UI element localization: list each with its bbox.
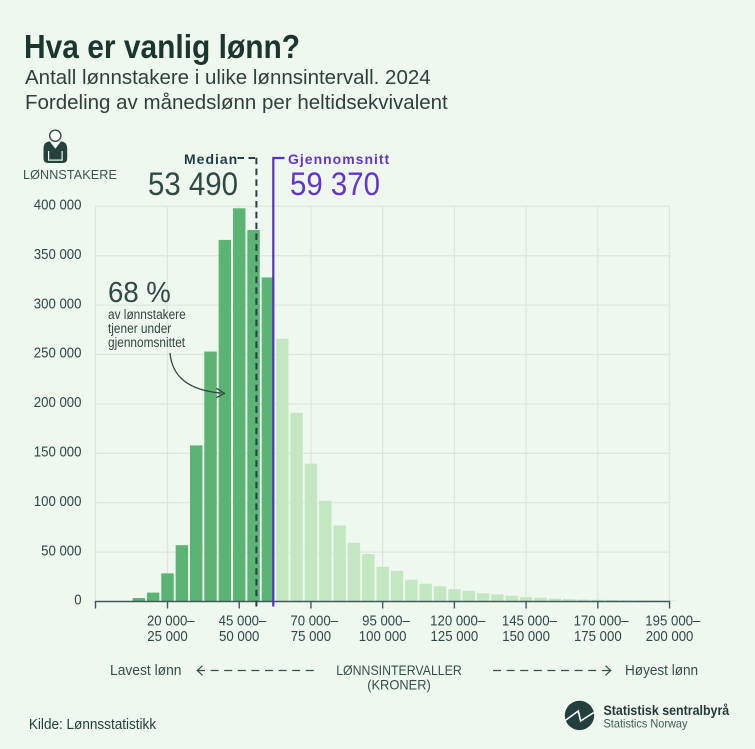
bar-190000195000 <box>649 600 662 602</box>
logo-subname: Statistics Norway <box>604 717 688 731</box>
bar-155000160000 <box>548 598 561 602</box>
histogram-bars <box>132 208 676 602</box>
x-tick-label-line1: 195 000– <box>645 612 701 629</box>
ssb-logo-icon <box>564 700 595 731</box>
x-tick-label-line1: 145 000– <box>502 612 558 629</box>
bar-175000180000 <box>605 600 619 602</box>
y-tick-label: 200 000 <box>34 394 82 411</box>
page-title: Hva er vanlig lønn? <box>24 27 301 65</box>
x-tick-label-line1: 120 000– <box>430 612 486 629</box>
y-axis-labels: 0 50 000 100 000 150 000 200 000 250 000 300 0… <box>34 197 82 609</box>
x-tick-label-line2: 125 000 <box>431 628 479 645</box>
bar-165000170000 <box>577 599 590 602</box>
y-tick-label: 150 000 <box>34 444 82 461</box>
bar-3000035000 <box>189 445 203 602</box>
bar-125000130000 <box>462 590 475 602</box>
x-tick-label-line2: 75 000 <box>291 628 331 645</box>
annotation-line-2: tjener under <box>108 320 172 336</box>
x-tick-label-line2: 50 000 <box>219 628 259 645</box>
bar-8500090000 <box>347 542 361 602</box>
share-below-mean-annotation: 68 % av lønnstakere tjener under gjennom… <box>108 279 196 349</box>
gridlines <box>94 205 671 602</box>
person-icon <box>43 129 68 163</box>
bar-6500070000 <box>290 412 303 602</box>
bar-7500080000 <box>319 500 332 602</box>
bar-3500040000 <box>204 351 217 602</box>
x-tick-label-line1: 95 000– <box>362 612 410 629</box>
bar-1000015000 <box>132 598 146 602</box>
bar-4000045000 <box>218 239 232 602</box>
bar-170000175000 <box>591 599 605 602</box>
x-tick-label-line2: 100 000 <box>359 628 407 645</box>
bar-145000150000 <box>519 597 533 602</box>
bar-130000135000 <box>476 593 490 602</box>
unit-label: LØNNSTAKERE <box>23 167 117 182</box>
median-value: 53 490 <box>147 166 238 203</box>
x-tick-label-line1: 20 000– <box>147 612 195 629</box>
x-tick-label-line1: 45 000– <box>219 612 267 629</box>
bar-1500020000 <box>146 592 160 602</box>
bar-2000025000 <box>161 573 174 602</box>
bar-9000095000 <box>362 554 375 602</box>
bar-100000105000 <box>390 570 404 602</box>
annotation-line-1: av lønnstakere <box>108 307 186 323</box>
y-tick-label: 350 000 <box>34 246 82 263</box>
bar-115000120000 <box>433 586 447 602</box>
subtitle-line-2: Fordeling av månedslønn per heltidsekviv… <box>25 90 448 114</box>
x-tick-label-line2: 175 000 <box>574 628 622 645</box>
x-tick-label-line1: 70 000– <box>290 612 338 629</box>
share-below-mean-percent: 68 % <box>108 277 171 310</box>
bar-7000075000 <box>304 463 318 602</box>
x-axis-title: LØNNSINTERVALLER <box>336 662 462 678</box>
axes <box>94 600 671 609</box>
lowest-salary-label: Lavest lønn <box>110 662 182 679</box>
subtitle-line-1: Antall lønnstakere i ulike lønnsinterval… <box>25 66 431 89</box>
x-axis-labels: 20 000–25 000 45 000–50 000 70 000–75 000 9… <box>147 612 701 645</box>
source-label: Kilde: Lønnsstatistikk <box>29 716 157 733</box>
bar-8000085000 <box>333 525 346 602</box>
logo-name: Statistisk sentralbyrå <box>604 702 730 718</box>
bar-4500050000 <box>233 208 246 602</box>
y-tick-label: 300 000 <box>34 295 82 312</box>
bar-2500030000 <box>175 545 189 602</box>
x-axis-direction-row: Lavest lønn Høyest lønn LØNNSINTERVALLER(K… <box>110 662 698 692</box>
bar-5500060000 <box>261 277 275 602</box>
x-tick-label-line2: 150 000 <box>502 628 550 645</box>
mean-value: 59 370 <box>290 166 381 203</box>
mean-label: Gjennomsnitt <box>288 151 391 168</box>
annotation-line-3: gjennomsnittet <box>108 334 186 350</box>
highest-salary-label: Høyest lønn <box>625 662 698 679</box>
bar-150000155000 <box>534 597 547 602</box>
footer: Kilde: Lønnsstatistikk Statistisk sentral… <box>29 700 730 733</box>
x-tick-label-line2: 200 000 <box>646 628 694 645</box>
y-tick-label: 100 000 <box>34 493 82 510</box>
bar-6000065000 <box>276 338 289 602</box>
mean-line <box>272 156 285 607</box>
bar-120000125000 <box>448 589 461 602</box>
median-line <box>237 157 258 607</box>
bar-180000185000 <box>620 600 633 602</box>
median-label: Median <box>184 151 239 168</box>
arrow-to-lowest-icon <box>196 665 315 676</box>
bar-110000115000 <box>419 583 432 602</box>
annotation-arrow <box>169 352 226 399</box>
bar-95000100000 <box>376 566 389 602</box>
bar-140000145000 <box>505 595 518 602</box>
x-tick-label-line2: 25 000 <box>147 628 187 645</box>
y-tick-label: 50 000 <box>41 542 81 559</box>
y-tick-label: 250 000 <box>34 345 82 362</box>
bar-5000055000 <box>247 230 260 602</box>
y-tick-label: 400 000 <box>34 197 82 214</box>
y-tick-label: 0 <box>74 592 81 609</box>
x-tick-label-line1: 170 000– <box>574 612 630 629</box>
bar-105000110000 <box>405 579 418 602</box>
bar-185000190000 <box>634 600 648 602</box>
arrow-to-highest-icon <box>493 665 612 676</box>
bar-160000165000 <box>562 599 576 602</box>
x-axis-title-unit: (KRONER) <box>367 676 431 692</box>
bar-135000140000 <box>491 594 504 602</box>
